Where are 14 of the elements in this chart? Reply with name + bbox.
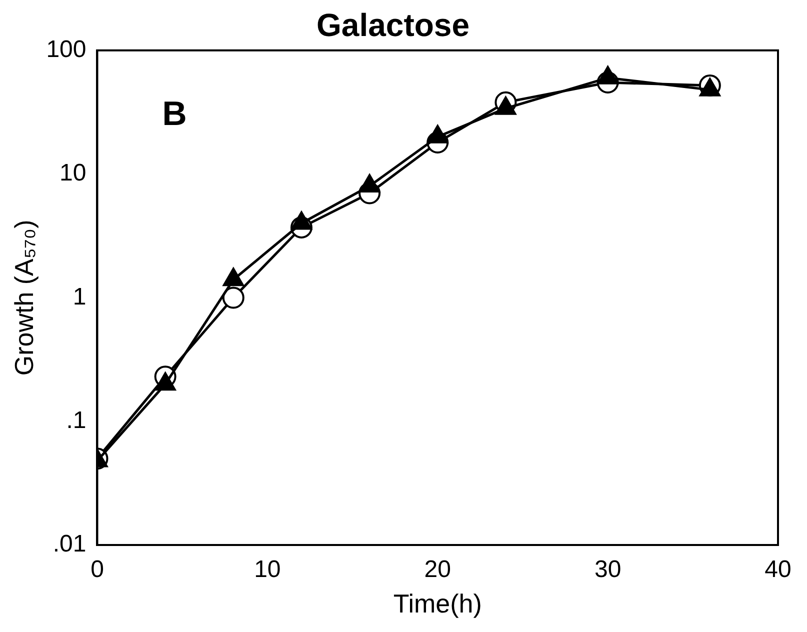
- annotation: B: [162, 94, 187, 133]
- x-tick-label: 10: [254, 556, 281, 584]
- x-tick-label: 40: [764, 556, 792, 584]
- x-axis-title: Time(h): [393, 588, 482, 619]
- chart-title: Galactose: [316, 7, 470, 44]
- y-tick-label: 1: [72, 283, 86, 310]
- y-tick-label: 100: [46, 36, 86, 64]
- x-tick-label: 30: [594, 556, 622, 584]
- y-tick-label: .1: [66, 406, 86, 434]
- y-tick-label: 10: [60, 160, 86, 187]
- y-tick-label: .01: [52, 530, 86, 558]
- x-tick-label: 20: [424, 556, 451, 584]
- y-axis-title: Growth (A₅₇₀): [8, 220, 39, 376]
- x-tick-label: 0: [90, 556, 104, 584]
